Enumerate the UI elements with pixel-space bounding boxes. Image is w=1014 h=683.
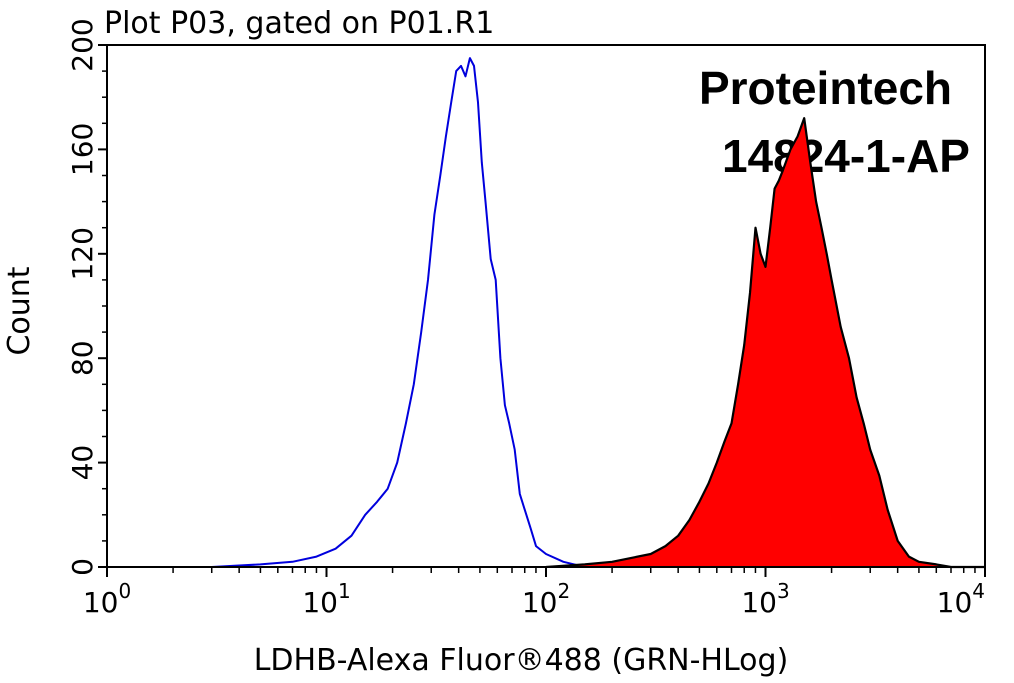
x-tick-label-1: 101 (302, 579, 350, 619)
x-tick-label-4: 104 (937, 579, 985, 619)
series-layer (107, 57, 985, 569)
axis-ticks: 0 40 80 120 160 200 100 101 102 103 104 (66, 18, 986, 619)
y-tick-label-2: 80 (66, 340, 99, 376)
series-1-fill (546, 118, 985, 567)
y-axis-title: Count (2, 266, 37, 355)
y-tick-label-0: 0 (66, 558, 99, 576)
series-0-line (107, 57, 985, 568)
plot-title: Plot P03, gated on P01.R1 (104, 6, 494, 41)
y-tick-label-3: 120 (66, 227, 99, 280)
x-axis-title: LDHB-Alexa Fluor®488 (GRN-HLog) (254, 643, 789, 678)
x-tick-label-0: 100 (83, 579, 131, 619)
x-tick-label-3: 103 (741, 579, 789, 619)
series-1-outline (545, 117, 985, 569)
watermark: Proteintech 14824-1-AP (699, 62, 970, 182)
y-tick-label-5: 200 (66, 18, 99, 71)
watermark-brand: Proteintech (699, 62, 952, 114)
y-tick-label-1: 40 (66, 445, 99, 481)
watermark-catalog: 14824-1-AP (722, 130, 970, 182)
x-tick-label-2: 102 (522, 579, 570, 619)
y-tick-label-4: 160 (66, 123, 99, 176)
